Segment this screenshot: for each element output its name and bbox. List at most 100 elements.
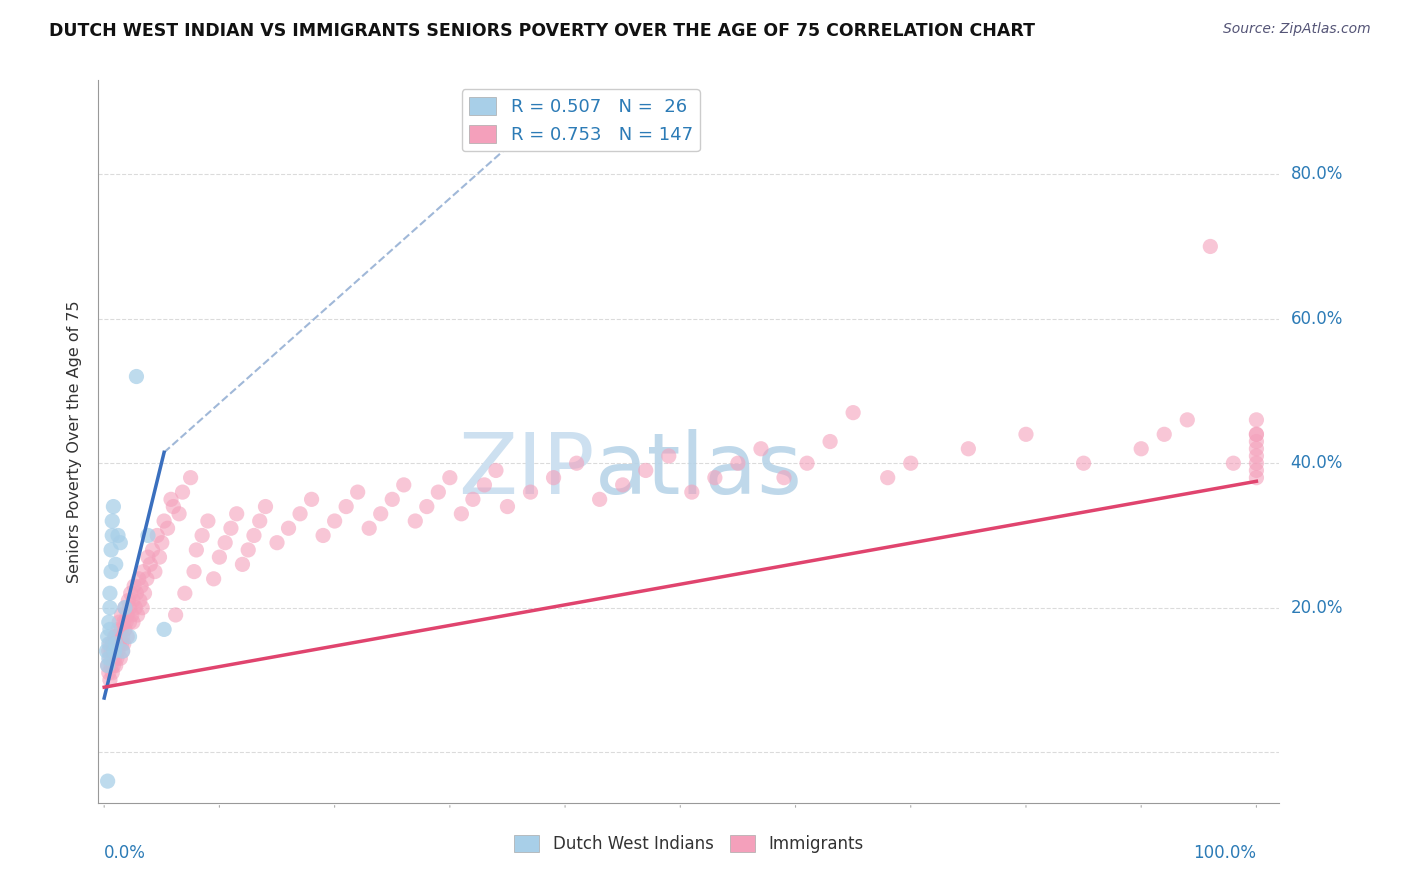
Immigrants [485,463,508,477]
Dutch West Indians [103,644,125,658]
Immigrants [202,572,225,586]
Immigrants [1015,427,1038,442]
Dutch West Indians [97,651,120,665]
Immigrants [107,630,129,644]
Immigrants [392,478,415,492]
Immigrants [335,500,357,514]
Immigrants [900,456,922,470]
Immigrants [1073,456,1095,470]
Immigrants [842,406,865,420]
Immigrants [110,630,132,644]
Immigrants [139,558,162,572]
Immigrants [173,586,195,600]
Immigrants [301,492,323,507]
Immigrants [1246,434,1268,449]
Immigrants [231,558,253,572]
Immigrants [681,485,703,500]
Dutch West Indians [100,542,122,557]
Immigrants [1153,427,1175,442]
Dutch West Indians [104,558,127,572]
Immigrants [127,607,149,622]
Immigrants [111,644,134,658]
Immigrants [1246,449,1268,463]
Immigrants [103,637,125,651]
Immigrants [876,470,898,484]
Text: ZIP: ZIP [458,429,595,512]
Immigrants [104,630,127,644]
Immigrants [543,470,565,484]
Immigrants [103,630,125,644]
Immigrants [129,593,152,607]
Immigrants [153,514,176,528]
Immigrants [612,478,634,492]
Immigrants [1246,427,1268,442]
Dutch West Indians [98,586,121,600]
Immigrants [150,535,173,549]
Dutch West Indians [101,528,124,542]
Immigrants [773,470,796,484]
Immigrants [97,658,120,673]
Immigrants [97,644,120,658]
Immigrants [118,615,141,630]
Immigrants [115,615,138,630]
Immigrants [115,607,138,622]
Y-axis label: Seniors Poverty Over the Age of 75: Seniors Poverty Over the Age of 75 [67,301,83,582]
Dutch West Indians [111,644,134,658]
Immigrants [105,651,128,665]
Immigrants [107,644,129,658]
Immigrants [100,644,122,658]
Immigrants [110,637,132,651]
Immigrants [191,528,214,542]
Immigrants [1175,413,1198,427]
Immigrants [254,500,277,514]
Immigrants [1246,456,1268,470]
Immigrants [97,665,120,680]
Immigrants [439,470,461,484]
Immigrants [129,579,152,593]
Immigrants [98,651,121,665]
Immigrants [1246,470,1268,484]
Dutch West Indians [103,500,125,514]
Immigrants [370,507,392,521]
Immigrants [112,637,135,651]
Dutch West Indians [100,565,122,579]
Immigrants [312,528,335,542]
Immigrants [98,637,121,651]
Dutch West Indians [153,623,176,637]
Immigrants [148,550,170,565]
Immigrants [156,521,179,535]
Dutch West Indians [97,774,120,789]
Immigrants [104,658,127,673]
Text: 0.0%: 0.0% [104,845,146,863]
Immigrants [125,586,148,600]
Immigrants [180,470,202,484]
Immigrants [101,637,124,651]
Immigrants [167,507,190,521]
Immigrants [796,456,818,470]
Immigrants [404,514,426,528]
Immigrants [658,449,681,463]
Immigrants [450,507,472,521]
Immigrants [110,623,132,637]
Immigrants [165,607,187,622]
Text: atlas: atlas [595,429,803,512]
Dutch West Indians [110,535,132,549]
Immigrants [186,542,208,557]
Immigrants [225,507,247,521]
Immigrants [1246,442,1268,456]
Text: 80.0%: 80.0% [1291,165,1343,183]
Immigrants [1246,463,1268,477]
Immigrants [115,630,138,644]
Immigrants [214,535,236,549]
Immigrants [142,542,165,557]
Immigrants [114,600,136,615]
Immigrants [131,600,153,615]
Immigrants [108,637,131,651]
Text: 60.0%: 60.0% [1291,310,1343,327]
Text: 20.0%: 20.0% [1291,599,1343,616]
Immigrants [416,500,439,514]
Immigrants [461,492,484,507]
Immigrants [122,579,145,593]
Immigrants [427,485,450,500]
Dutch West Indians [114,600,136,615]
